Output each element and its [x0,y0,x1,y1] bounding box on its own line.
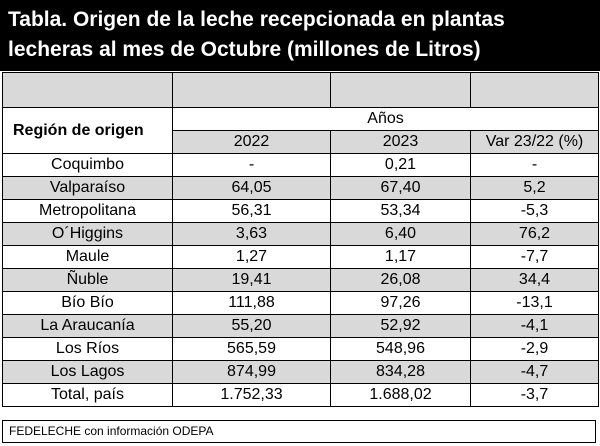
value-2023-cell: 1.688,02 [330,383,471,407]
col-2023-header: 2023 [330,130,471,154]
table-row: Los Ríos 565,59 548,96 -2,9 [2,337,599,361]
region-cell: Valparaíso [2,176,173,200]
region-cell: Coquimbo [2,153,173,177]
table-row: Los Lagos 874,99 834,28 -4,7 [2,360,599,384]
region-cell: Los Lagos [2,360,173,384]
blank-cell [330,72,471,108]
variation-cell: -3,7 [470,383,599,407]
table-row: Ñuble 19,41 26,08 34,4 [2,268,599,292]
value-2023-cell: 548,96 [330,337,471,361]
table-row: Total, país 1.752,33 1.688,02 -3,7 [2,383,599,407]
variation-cell: 76,2 [470,222,599,246]
source-note: FEDELECHE con información ODEPA [2,420,596,443]
variation-cell: -4,1 [470,314,599,338]
value-2023-cell: 0,21 [330,153,471,177]
region-cell: Bío Bío [2,291,173,315]
value-2022-cell: 874,99 [172,360,331,384]
table-row: Bío Bío 111,88 97,26 -13,1 [2,291,599,315]
value-2023-cell: 834,28 [330,360,471,384]
blank-cell [470,72,599,108]
header-row-columns: 2022 2023 Var 23/22 (%) [3,130,599,154]
value-2023-cell: 53,34 [330,199,471,223]
value-2023-cell: 26,08 [330,268,471,292]
region-cell: Maule [2,245,173,269]
table-row: Valparaíso 64,05 67,40 5,2 [2,176,599,200]
value-2022-cell: 1.752,33 [172,383,331,407]
value-2023-cell: 97,26 [330,291,471,315]
value-2022-cell: 111,88 [172,291,331,315]
table-row: Coquimbo -0,21- [2,153,599,177]
col-var-header: Var 23/22 (%) [470,130,599,154]
region-header: Región de origen [2,107,173,154]
value-2023-cell: 6,40 [330,222,471,246]
variation-cell: -5,3 [470,199,599,223]
years-header: Años [172,107,599,131]
variation-cell: - [470,153,599,177]
value-2023-cell: 67,40 [330,176,471,200]
header-row-years: Región de origen Años [2,107,599,154]
region-cell: Total, país [2,383,173,407]
region-cell: Ñuble [2,268,173,292]
blank-cell [172,72,331,108]
blank-header-row [2,72,599,108]
col-2022-header: 2022 [172,130,331,154]
value-2022-cell: 56,31 [172,199,331,223]
table-title: Tabla. Origen de la leche recepcionada e… [0,0,600,71]
table-row: La Araucanía 55,20 52,92 -4,1 [2,314,599,338]
variation-cell: -7,7 [470,245,599,269]
value-2022-cell: 3,63 [172,222,331,246]
variation-cell: -13,1 [470,291,599,315]
variation-cell: -4,7 [470,360,599,384]
milk-origin-table: Región de origen Años 2022 2023 Var 23/2… [2,72,599,407]
region-cell: O´Higgins [2,222,173,246]
region-cell: La Araucanía [2,314,173,338]
variation-cell: -2,9 [470,337,599,361]
value-2023-cell: 52,92 [330,314,471,338]
table-row: Maule 1,27 1,17 -7,7 [2,245,599,269]
blank-cell [2,72,173,108]
value-2022-cell: 565,59 [172,337,331,361]
value-2022-cell: 19,41 [172,268,331,292]
title-line-1: Tabla. Origen de la leche recepcionada e… [8,8,505,31]
variation-cell: 5,2 [470,176,599,200]
title-line-2: lecheras al mes de Octubre (millones de … [8,38,481,61]
region-cell: Metropolitana [2,199,173,223]
value-2022-cell: - [172,153,331,177]
variation-cell: 34,4 [470,268,599,292]
value-2022-cell: 64,05 [172,176,331,200]
region-cell: Los Ríos [2,337,173,361]
value-2022-cell: 1,27 [172,245,331,269]
value-2023-cell: 1,17 [330,245,471,269]
table-row: Metropolitana 56,31 53,34 -5,3 [2,199,599,223]
value-2022-cell: 55,20 [172,314,331,338]
table-row: O´Higgins 3,63 6,40 76,2 [2,222,599,246]
